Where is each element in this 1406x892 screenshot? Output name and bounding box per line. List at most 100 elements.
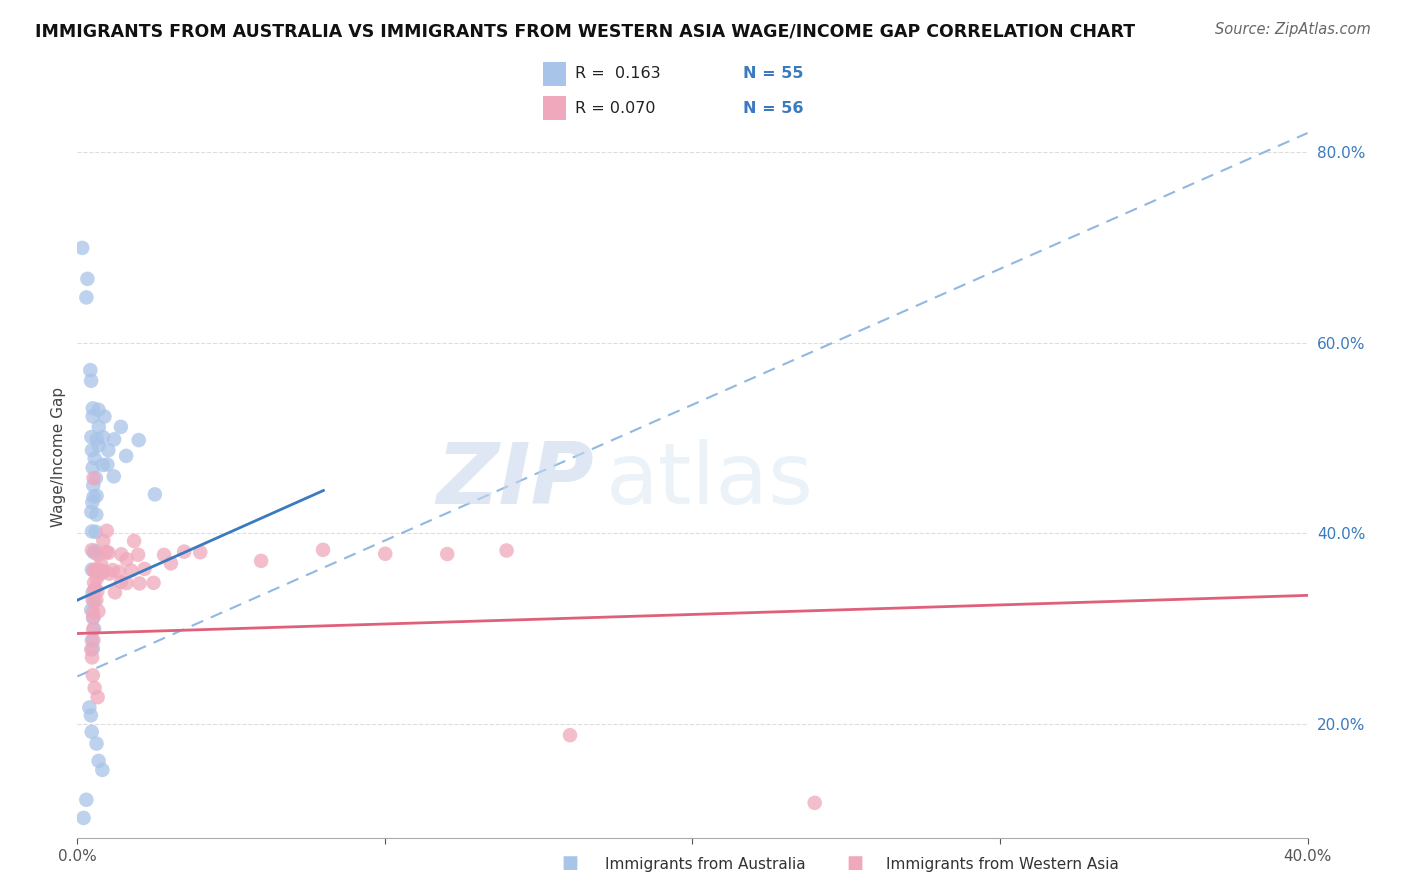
Point [86,690,108,705]
Point [83,471,105,485]
Text: R = 0.070: R = 0.070 [575,101,655,116]
Point [91,763,114,777]
Point [86,584,108,599]
Point [101,563,124,577]
Point [84,508,107,522]
Point [82,592,104,607]
Point [83,543,105,558]
Point [80,524,103,539]
Point [80,505,103,519]
Point [87,562,110,576]
Point [83,451,105,466]
Point [84,471,107,485]
Point [84,565,107,579]
Point [250,554,273,568]
Point [108,565,131,579]
Point [80,633,103,648]
Point [558,728,581,742]
Point [142,575,165,590]
Point [160,557,183,571]
Point [104,585,127,599]
Point [82,409,104,424]
Point [83,575,105,590]
Point [87,548,110,562]
Text: ZIP: ZIP [436,439,595,522]
Text: N = 56: N = 56 [744,101,804,116]
Text: atlas: atlas [606,439,814,522]
Point [80,563,103,577]
Point [83,564,105,578]
Point [436,547,458,561]
Point [93,409,115,424]
Point [120,564,142,578]
Point [75,793,97,807]
Point [188,545,211,559]
Point [87,438,110,452]
Point [82,633,104,648]
Text: Source: ZipAtlas.com: Source: ZipAtlas.com [1215,22,1371,37]
Point [80,642,103,657]
Point [75,290,97,304]
Point [84,524,107,539]
Point [80,650,103,665]
Point [110,574,132,589]
Point [82,611,104,625]
Point [312,542,335,557]
Text: Immigrants from Western Asia: Immigrants from Western Asia [886,857,1119,872]
Point [96,524,118,538]
Point [80,543,103,558]
Point [83,610,105,624]
Point [86,489,108,503]
Point [90,557,112,571]
Text: IMMIGRANTS FROM AUSTRALIA VS IMMIGRANTS FROM WESTERN ASIA WAGE/INCOME GAP CORREL: IMMIGRANTS FROM AUSTRALIA VS IMMIGRANTS … [35,22,1135,40]
Point [803,796,825,810]
Point [80,443,103,458]
Point [153,548,176,562]
Point [79,363,101,377]
Point [82,401,104,416]
Point [86,737,108,751]
Point [80,374,103,388]
Point [143,487,166,501]
FancyBboxPatch shape [543,96,567,120]
Point [97,443,120,458]
Point [87,420,110,434]
Point [86,432,108,446]
Point [87,754,110,768]
Point [83,490,105,504]
Point [82,478,104,492]
Point [86,593,108,607]
FancyBboxPatch shape [543,62,567,87]
Point [93,564,115,578]
Point [374,547,396,561]
Point [96,458,118,472]
Point [76,272,98,286]
Point [134,562,156,576]
Point [110,547,132,561]
Point [91,533,114,548]
Point [91,430,114,444]
Point [86,571,108,585]
Point [80,724,103,739]
Point [84,582,107,596]
Point [82,641,104,656]
Point [83,681,105,695]
Point [110,420,132,434]
Point [98,566,121,581]
Point [80,708,103,723]
Point [83,563,105,577]
Point [122,533,145,548]
Point [115,552,138,566]
Point [83,594,105,608]
Point [80,430,103,444]
Point [72,811,94,825]
Point [82,668,104,682]
Point [82,585,104,599]
Text: ■: ■ [846,855,863,872]
Point [83,622,105,636]
Text: R =  0.163: R = 0.163 [575,67,661,81]
Point [173,544,195,558]
Text: ■: ■ [561,855,578,872]
Point [96,545,118,559]
Point [495,543,517,558]
